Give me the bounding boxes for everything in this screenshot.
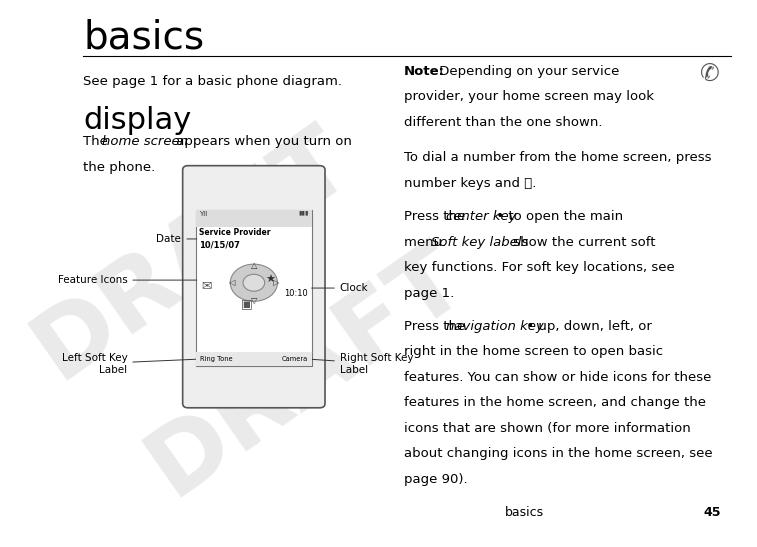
Text: Left Soft Key
Label: Left Soft Key Label (61, 353, 200, 375)
Text: key functions. For soft key locations, see: key functions. For soft key locations, s… (404, 261, 674, 274)
Text: Depending on your service: Depending on your service (435, 65, 619, 78)
Text: ◁: ◁ (229, 278, 235, 287)
Text: Clock: Clock (312, 283, 369, 293)
Text: Service Provider: Service Provider (199, 228, 270, 237)
Text: Press the: Press the (404, 319, 469, 333)
Text: features. You can show or hide icons for these: features. You can show or hide icons for… (404, 371, 712, 383)
Text: DRAFT: DRAFT (16, 113, 367, 397)
Text: the phone.: the phone. (83, 161, 156, 174)
Text: right in the home screen to open basic: right in the home screen to open basic (404, 345, 663, 358)
Text: 10/15/07: 10/15/07 (199, 241, 240, 249)
Text: Press the: Press the (404, 210, 469, 223)
Text: ▣: ▣ (241, 298, 253, 311)
Text: icons that are shown (for more information: icons that are shown (for more informati… (404, 422, 690, 435)
Text: • up, down, left, or: • up, down, left, or (522, 319, 652, 333)
Text: DRAFT: DRAFT (130, 229, 481, 514)
Text: See page 1 for a basic phone diagram.: See page 1 for a basic phone diagram. (83, 75, 342, 89)
Text: appears when you turn on: appears when you turn on (172, 136, 352, 148)
Text: basics: basics (83, 19, 204, 56)
FancyBboxPatch shape (182, 166, 325, 408)
Text: 45: 45 (703, 507, 721, 519)
Text: navigation key: navigation key (446, 319, 544, 333)
Text: Feature Icons: Feature Icons (58, 275, 197, 285)
Text: Note:: Note: (404, 65, 445, 78)
Text: • to open the main: • to open the main (492, 210, 624, 223)
Text: page 90).: page 90). (404, 473, 468, 486)
Text: ▷: ▷ (273, 278, 279, 287)
Text: Ring Tone: Ring Tone (200, 356, 233, 362)
Text: home screen: home screen (102, 136, 188, 148)
Text: features in the home screen, and change the: features in the home screen, and change … (404, 396, 706, 409)
Circle shape (243, 274, 265, 291)
Text: menu.: menu. (404, 236, 450, 248)
Text: ▽: ▽ (251, 296, 257, 305)
Text: provider, your home screen may look: provider, your home screen may look (404, 90, 654, 103)
Text: show the current soft: show the current soft (509, 236, 655, 248)
Text: Soft key labels: Soft key labels (431, 236, 528, 248)
Text: Date: Date (157, 234, 197, 244)
Text: ★: ★ (266, 275, 276, 285)
Text: ✉: ✉ (201, 279, 212, 292)
Text: The: The (83, 136, 113, 148)
Text: about changing icons in the home screen, see: about changing icons in the home screen,… (404, 447, 712, 460)
Text: Right Soft Key
Label: Right Soft Key Label (309, 353, 413, 375)
Bar (196, 210, 312, 366)
Text: 10:10: 10:10 (284, 289, 307, 298)
Bar (196, 352, 312, 366)
Text: Yll: Yll (199, 211, 207, 217)
Text: basics: basics (505, 507, 544, 519)
Text: display: display (83, 106, 192, 135)
Text: center key: center key (446, 210, 516, 223)
Text: number keys and Ⓝ.: number keys and Ⓝ. (404, 177, 536, 190)
Text: different than the one shown.: different than the one shown. (404, 116, 603, 129)
Text: Camera: Camera (282, 356, 307, 362)
Text: To dial a number from the home screen, press: To dial a number from the home screen, p… (404, 152, 712, 165)
Text: ▮▮▮: ▮▮▮ (298, 211, 309, 216)
Text: ✆: ✆ (699, 62, 719, 86)
Bar (196, 210, 312, 226)
Circle shape (230, 264, 278, 301)
Text: △: △ (251, 261, 257, 270)
Text: page 1.: page 1. (404, 287, 454, 300)
